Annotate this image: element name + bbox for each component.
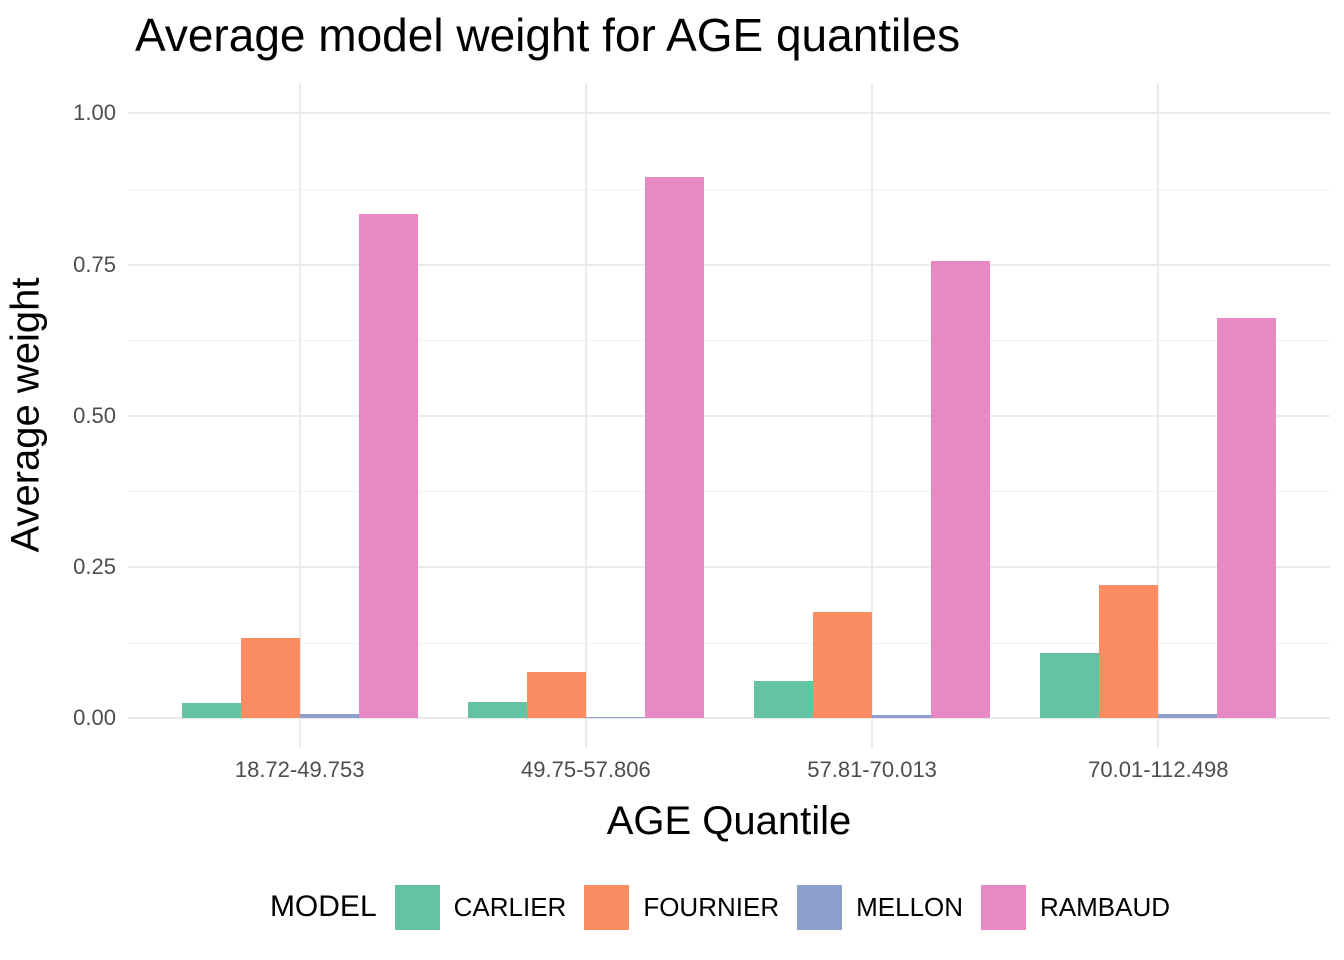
gridline-minor [128, 491, 1330, 493]
legend-swatch-mellon [797, 884, 843, 930]
gridline-minor [128, 642, 1330, 644]
gridline-vertical [584, 83, 587, 748]
legend-item-rambaud: RAMBAUD [981, 884, 1171, 930]
x-tick-label: 57.81-70.013 [807, 757, 937, 782]
gridline-vertical [1157, 83, 1160, 748]
bar-mellon-group4 [1158, 714, 1218, 719]
y-tick-label: 0.00 [73, 705, 116, 731]
bar-mellon-group1 [299, 714, 359, 719]
legend-item-carlier: CARLIER [394, 884, 567, 930]
bar-mellon-group2 [585, 716, 645, 719]
legend-title: MODEL [269, 890, 377, 923]
legend-item-fournier: FOURNIER [584, 884, 780, 930]
legend-swatch-rambaud [981, 884, 1027, 930]
bar-mellon-group3 [872, 714, 932, 719]
x-tick-label: 70.01-112.498 [1088, 757, 1229, 782]
gridline-vertical [871, 83, 874, 748]
y-tick-label: 0.50 [73, 402, 116, 428]
bar-carlier-group1 [181, 703, 241, 719]
legend-items: CARLIER FOURNIER MELLON RAMBAUD [394, 884, 1188, 930]
plot-panel [128, 83, 1330, 748]
x-axis-title: AGE Quantile [606, 799, 852, 843]
legend-swatch-carlier [394, 884, 440, 930]
legend-label-rambaud: RAMBAUD [1040, 891, 1171, 922]
bar-rambaud-group4 [1217, 317, 1277, 719]
bar-rambaud-group2 [644, 177, 704, 719]
bar-rambaud-group3 [931, 260, 991, 719]
gridline-major [128, 717, 1330, 720]
bar-rambaud-group1 [358, 214, 418, 719]
legend-item-mellon: MELLON [797, 884, 964, 930]
gridline-major [128, 566, 1330, 568]
gridline-major [128, 263, 1330, 266]
bar-fournier-group4 [1099, 584, 1159, 719]
gridline-vertical [298, 83, 301, 748]
bar-carlier-group4 [1040, 653, 1100, 719]
gridline-major [128, 414, 1330, 417]
legend-label-fournier: FOURNIER [643, 891, 780, 922]
legend: MODEL CARLIER FOURNIER MELLON RAMBAUD [128, 878, 1330, 936]
y-tick-label: 1.00 [73, 100, 116, 126]
chart-title: Average model weight for AGE quantiles [135, 9, 961, 61]
y-tick-label: 0.25 [73, 554, 116, 579]
gridline-major [128, 112, 1330, 115]
bar-carlier-group3 [754, 680, 814, 719]
legend-label-mellon: MELLON [856, 891, 964, 922]
bar-fournier-group1 [240, 638, 300, 719]
x-tick-label: 49.75-57.806 [521, 757, 651, 782]
legend-swatch-fournier [584, 884, 630, 930]
gridline-minor [128, 188, 1330, 190]
bar-fournier-group3 [813, 611, 873, 719]
bar-carlier-group2 [467, 702, 527, 719]
legend-label-carlier: CARLIER [453, 891, 567, 922]
x-tick-label: 18.72-49.753 [234, 757, 365, 782]
y-tick-label: 0.75 [73, 251, 116, 277]
bar-fournier-group2 [526, 671, 586, 719]
gridline-minor [128, 340, 1330, 342]
